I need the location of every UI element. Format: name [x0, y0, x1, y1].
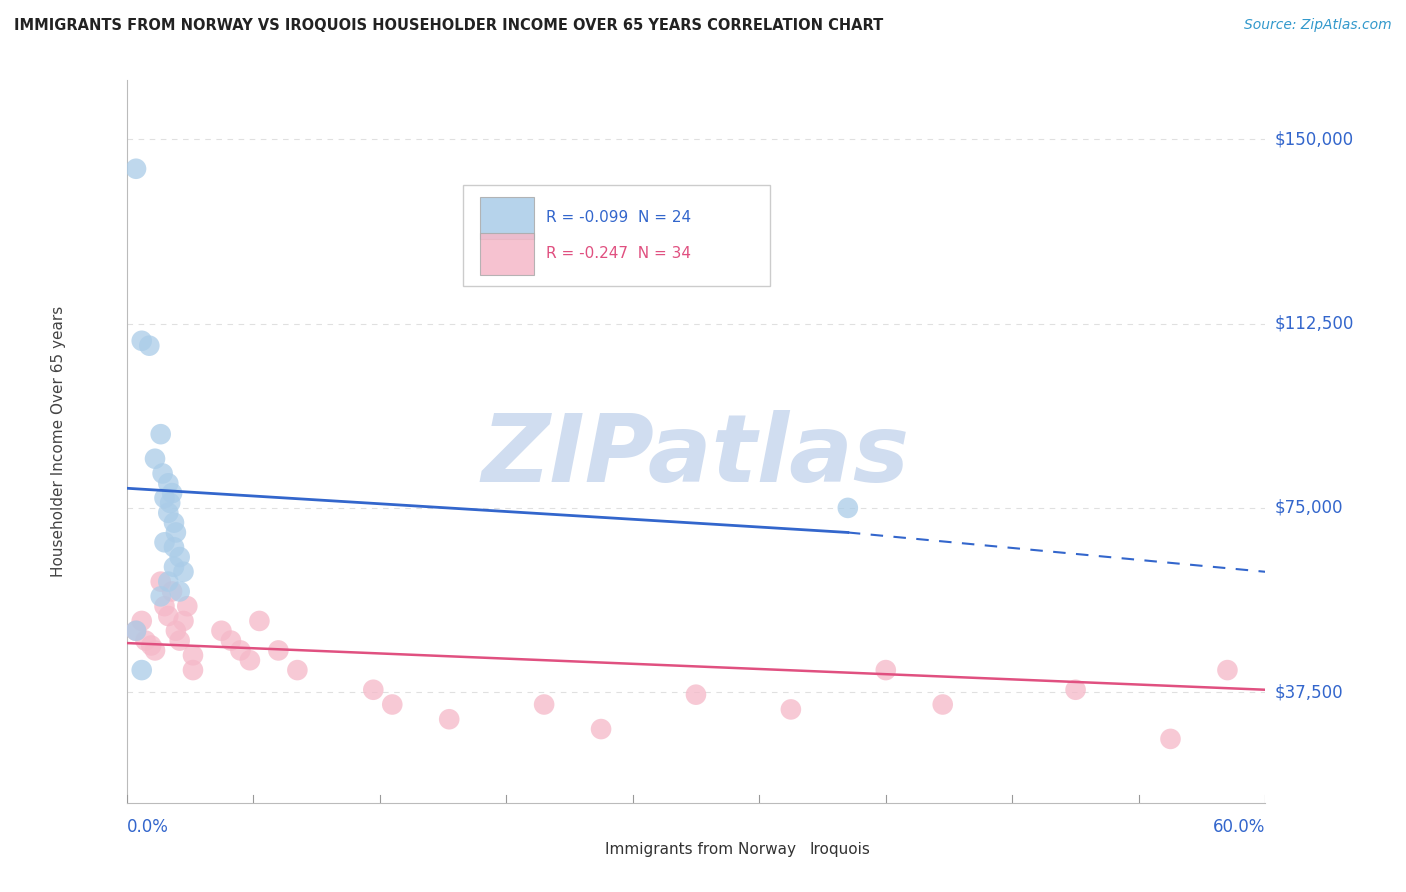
FancyBboxPatch shape — [479, 196, 534, 238]
Point — [219, 633, 242, 648]
Point — [160, 486, 183, 500]
Point — [135, 633, 156, 648]
Text: ZIPatlas: ZIPatlas — [482, 410, 910, 502]
Point — [837, 500, 859, 515]
Text: Householder Income Over 65 years: Householder Income Over 65 years — [51, 306, 66, 577]
Point — [287, 663, 309, 677]
Point — [152, 467, 174, 481]
Point — [779, 702, 801, 716]
Point — [363, 682, 385, 697]
Text: R = -0.099  N = 24: R = -0.099 N = 24 — [546, 210, 690, 225]
Point — [239, 653, 262, 667]
FancyBboxPatch shape — [561, 838, 600, 865]
Text: $150,000: $150,000 — [1275, 130, 1354, 148]
Point — [157, 609, 180, 624]
Point — [163, 560, 186, 574]
Point — [153, 491, 176, 505]
Point — [181, 648, 204, 663]
Point — [159, 496, 181, 510]
Point — [160, 584, 183, 599]
Point — [181, 663, 204, 677]
Point — [125, 624, 148, 638]
FancyBboxPatch shape — [766, 838, 806, 865]
Text: $37,500: $37,500 — [1275, 683, 1344, 701]
Point — [267, 643, 290, 657]
Point — [249, 614, 271, 628]
Text: 0.0%: 0.0% — [127, 818, 169, 836]
Point — [229, 643, 252, 657]
Point — [165, 624, 187, 638]
FancyBboxPatch shape — [479, 233, 534, 275]
Point — [163, 540, 186, 554]
FancyBboxPatch shape — [463, 185, 770, 286]
Point — [875, 663, 897, 677]
Point — [172, 565, 194, 579]
Point — [149, 590, 172, 604]
Text: $112,500: $112,500 — [1275, 315, 1354, 333]
Point — [381, 698, 404, 712]
Point — [439, 712, 461, 726]
Text: R = -0.247  N = 34: R = -0.247 N = 34 — [546, 246, 690, 261]
Text: Immigrants from Norway: Immigrants from Norway — [605, 842, 796, 857]
Text: Iroquois: Iroquois — [810, 842, 870, 857]
Point — [1216, 663, 1239, 677]
Point — [125, 624, 148, 638]
Point — [141, 639, 163, 653]
Point — [143, 643, 166, 657]
Point — [932, 698, 955, 712]
Point — [131, 614, 153, 628]
Point — [157, 476, 180, 491]
Point — [149, 574, 172, 589]
Point — [157, 506, 180, 520]
Text: 60.0%: 60.0% — [1213, 818, 1265, 836]
Point — [176, 599, 198, 614]
Point — [143, 451, 166, 466]
Point — [149, 427, 172, 442]
Point — [591, 722, 613, 736]
Point — [169, 633, 191, 648]
Text: Source: ZipAtlas.com: Source: ZipAtlas.com — [1244, 18, 1392, 32]
Point — [138, 339, 160, 353]
Point — [157, 574, 180, 589]
Point — [685, 688, 707, 702]
Point — [211, 624, 233, 638]
Point — [172, 614, 194, 628]
Point — [533, 698, 555, 712]
Text: $75,000: $75,000 — [1275, 499, 1343, 516]
Point — [153, 599, 176, 614]
Point — [169, 584, 191, 599]
Point — [169, 549, 191, 564]
Point — [1160, 731, 1182, 746]
Point — [125, 161, 148, 176]
Point — [131, 334, 153, 348]
Point — [1064, 682, 1087, 697]
Point — [153, 535, 176, 549]
Text: IMMIGRANTS FROM NORWAY VS IROQUOIS HOUSEHOLDER INCOME OVER 65 YEARS CORRELATION : IMMIGRANTS FROM NORWAY VS IROQUOIS HOUSE… — [14, 18, 883, 33]
Point — [131, 663, 153, 677]
Point — [163, 516, 186, 530]
Point — [165, 525, 187, 540]
